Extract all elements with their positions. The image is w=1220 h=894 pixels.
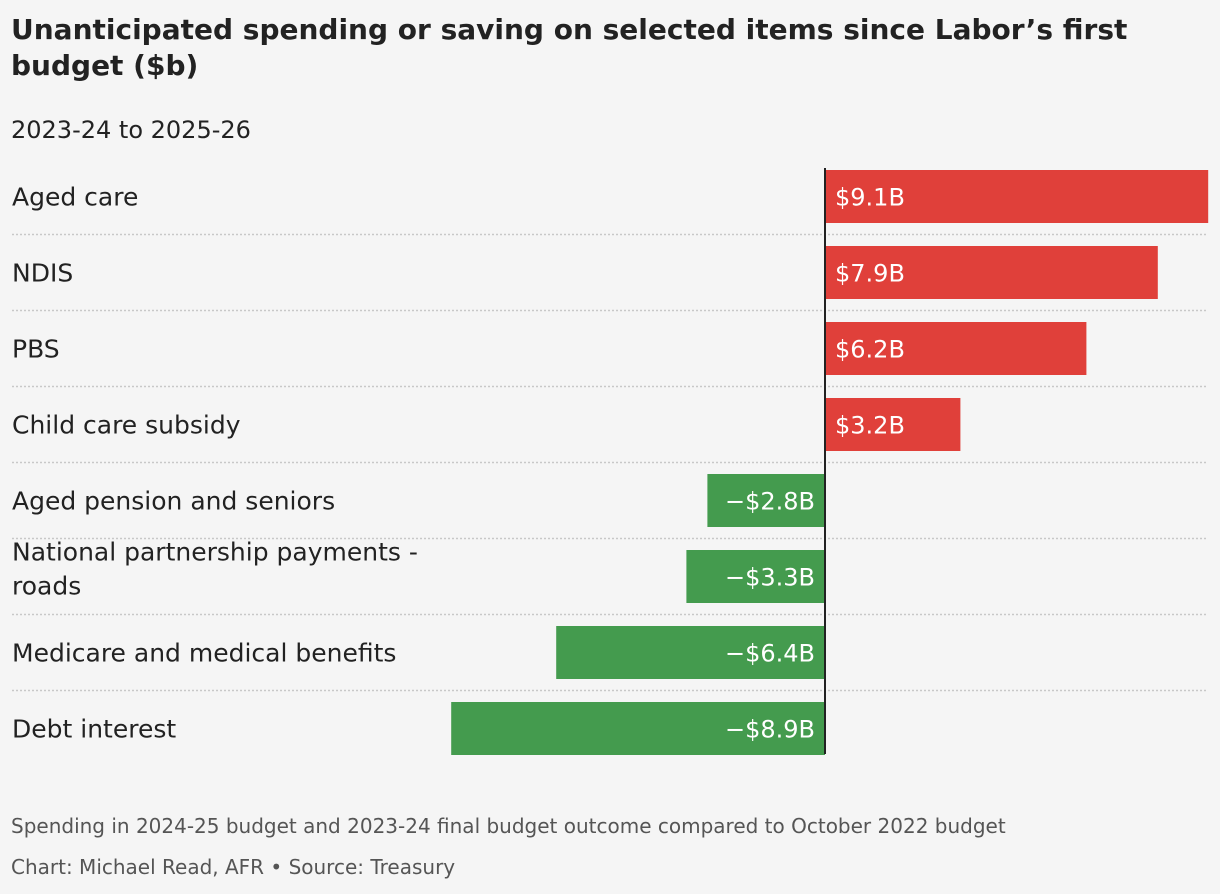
- category-label: Aged pension and seniors: [12, 487, 335, 516]
- bar-value-label: $7.9B: [835, 260, 905, 288]
- bar-value-label: −$8.9B: [725, 716, 815, 744]
- bar-positive: [826, 170, 1209, 223]
- chart-note: Spending in 2024-25 budget and 2023-24 f…: [11, 814, 1006, 838]
- category-label: Debt interest: [12, 715, 176, 744]
- category-label: Aged care: [12, 183, 138, 212]
- bar-value-label: −$2.8B: [725, 488, 815, 516]
- category-label: Child care subsidy: [12, 411, 241, 440]
- bar-negative: [556, 626, 825, 679]
- chart-title: Unanticipated spending or saving on sele…: [11, 13, 1128, 82]
- chart-source: Chart: Michael Read, AFR • Source: Treas…: [11, 855, 456, 879]
- bar-negative: [686, 550, 825, 603]
- bar-positive: [826, 322, 1087, 375]
- category-label: Medicare and medical benefits: [12, 639, 396, 668]
- bar-positive: [826, 398, 961, 451]
- bar-positive: [826, 246, 1158, 299]
- category-label: PBS: [12, 335, 60, 364]
- bar-negative: [451, 702, 825, 755]
- category-label: National partnership payments -roads: [12, 538, 418, 601]
- bar-value-label: −$6.4B: [725, 640, 815, 668]
- bar-value-label: $9.1B: [835, 184, 905, 212]
- bar-chart: Aged care $9.1B NDIS $7.9B PBS $6.2B Child car…: [12, 168, 1209, 755]
- bar-value-label: −$3.3B: [725, 564, 815, 592]
- chart-subtitle: 2023-24 to 2025-26: [11, 116, 251, 144]
- bar-value-label: $6.2B: [835, 336, 905, 364]
- category-label: NDIS: [12, 259, 73, 288]
- bar-value-label: $3.2B: [835, 412, 905, 440]
- bar-negative: [707, 474, 825, 527]
